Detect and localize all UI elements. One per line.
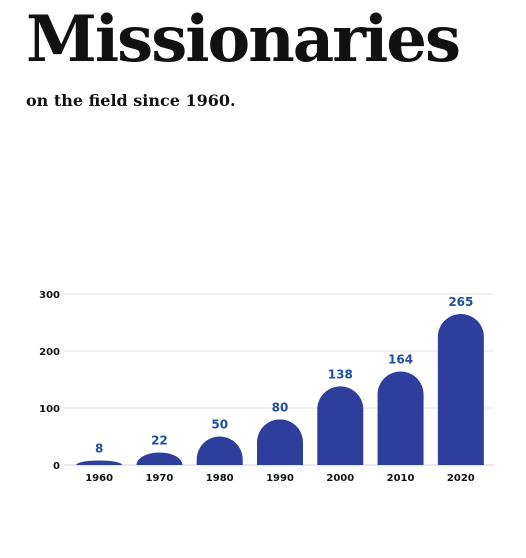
chart-title: Missionaries [26, 2, 461, 77]
y-tick-label: 200 [39, 347, 60, 358]
chart-subtitle: on the field since 1960. [26, 91, 236, 110]
x-tick-label: 2010 [387, 473, 415, 484]
bar [377, 371, 424, 465]
y-tick-label: 300 [39, 290, 60, 301]
data-label: 8 [95, 441, 103, 455]
data-label: 164 [388, 353, 413, 367]
data-label: 265 [448, 295, 473, 309]
x-tick-label: 1990 [266, 473, 294, 484]
data-label: 138 [328, 367, 353, 381]
bar [257, 419, 303, 465]
bar [437, 313, 484, 465]
data-label: 22 [151, 433, 168, 447]
x-tick-label: 2020 [447, 473, 475, 484]
data-label: 80 [272, 400, 289, 414]
bar [196, 436, 243, 465]
bar [317, 386, 364, 465]
x-tick-label: 1970 [146, 473, 174, 484]
bar [136, 452, 183, 465]
data-label: 50 [211, 418, 228, 432]
x-tick-label: 2000 [326, 473, 354, 484]
y-tick-label: 100 [39, 404, 60, 415]
bar [76, 460, 123, 465]
x-tick-label: 1960 [85, 473, 113, 484]
y-tick-label: 0 [53, 461, 60, 472]
x-tick-label: 1980 [206, 473, 234, 484]
